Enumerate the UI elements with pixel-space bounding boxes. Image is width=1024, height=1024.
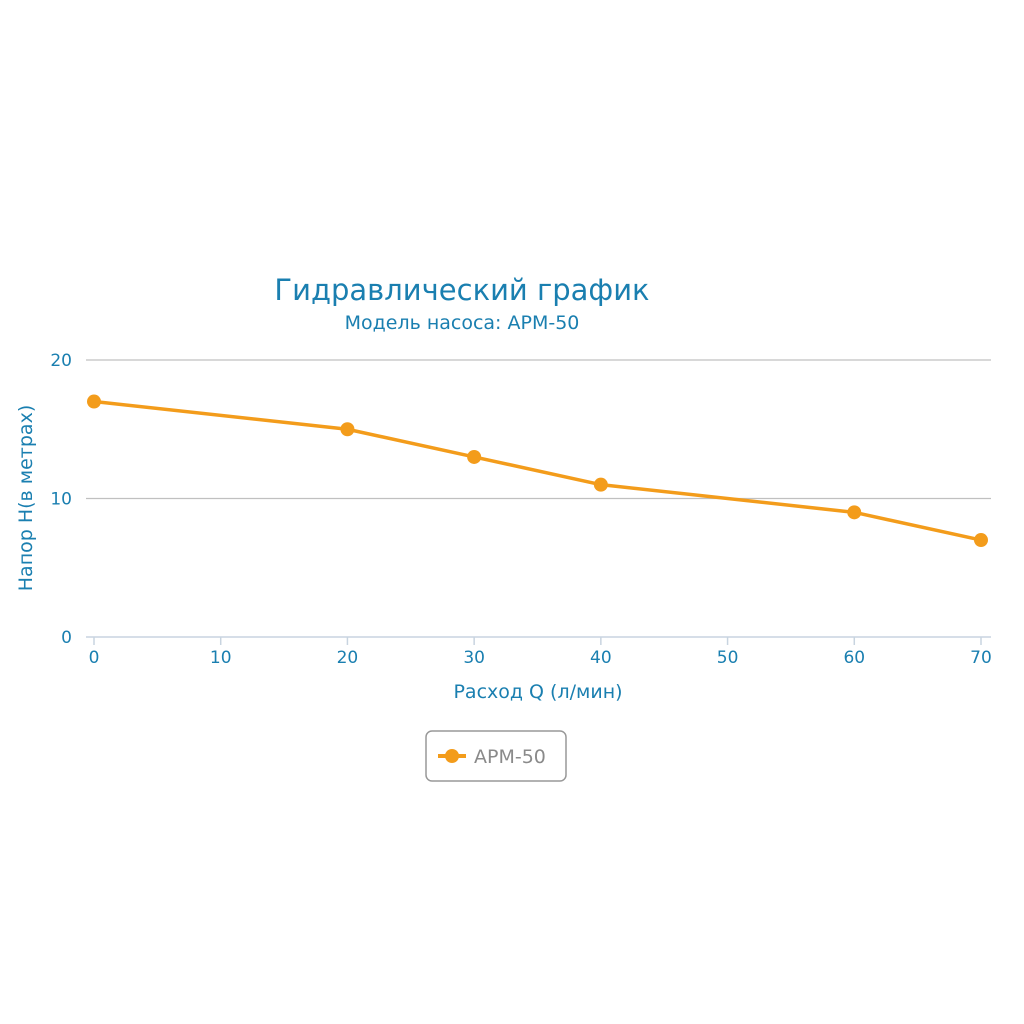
x-axis-ticks: 0 10 20 30 40 50 60 70: [89, 637, 992, 668]
series-apm-50: [87, 394, 988, 548]
x-tick-label-60: 60: [843, 648, 865, 668]
chart-subtitle: Модель насоса: APM-50: [345, 312, 580, 334]
data-point-30: [467, 449, 482, 464]
legend-marker-icon: [445, 749, 459, 763]
series-line-0: [92, 399, 983, 542]
grid-lines: [86, 359, 991, 500]
data-point-70: [974, 533, 988, 548]
legend[interactable]: APM-50: [425, 730, 567, 782]
legend-box: [425, 730, 567, 782]
x-axis-label: Расход Q (л/мин): [453, 681, 622, 703]
data-point-40: [593, 477, 608, 492]
chart-title: Гидравлический график: [274, 273, 649, 307]
legend-label: APM-50: [474, 746, 546, 768]
y-tick-label-10: 10: [50, 490, 72, 510]
x-tick-label-0: 0: [89, 648, 100, 668]
x-tick-label-40: 40: [590, 648, 612, 668]
x-tick-label-30: 30: [463, 648, 485, 668]
x-tick-label-20: 20: [337, 648, 359, 668]
y-tick-label-0: 0: [61, 628, 72, 648]
data-point-0: [87, 394, 101, 409]
data-point-20: [340, 422, 355, 437]
y-tick-label-20: 20: [50, 351, 72, 371]
data-point-60: [847, 505, 862, 520]
x-tick-label-70: 70: [970, 648, 992, 668]
y-axis-label: Напор H(в метрах): [15, 405, 37, 591]
x-tick-label-10: 10: [210, 648, 232, 668]
y-axis-ticks: 0 10 20: [50, 351, 72, 648]
x-tick-label-50: 50: [717, 648, 739, 668]
